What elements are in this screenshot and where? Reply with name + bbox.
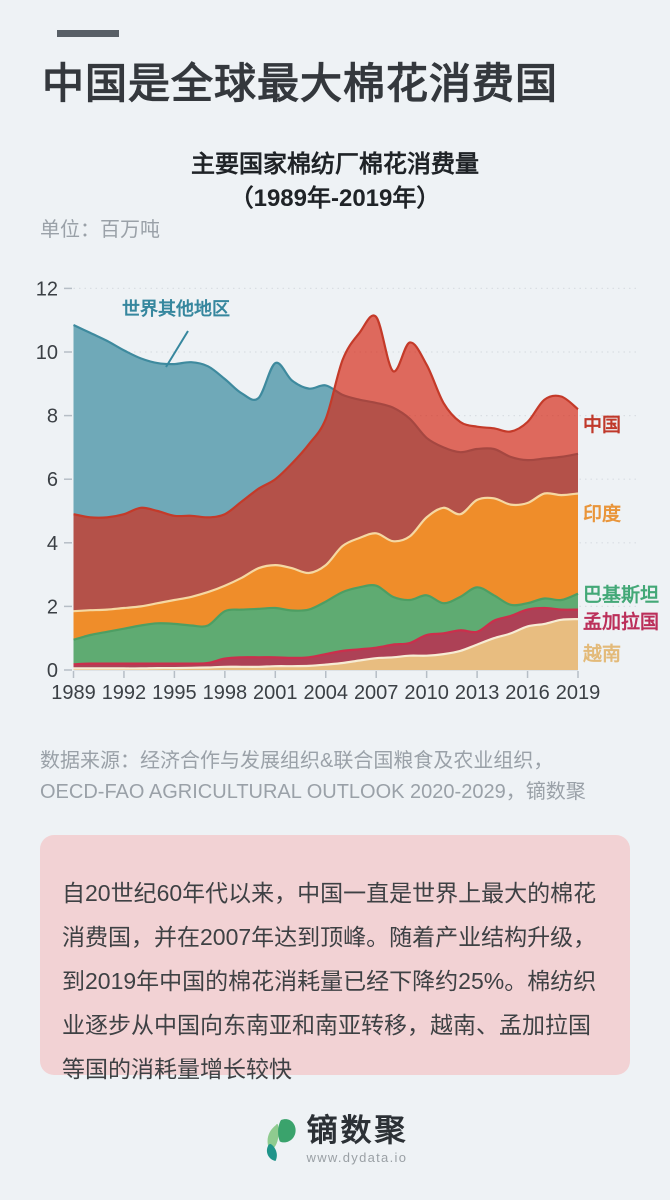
annotation-rest-of-world: 世界其他地区 <box>122 299 230 319</box>
accent-bar <box>57 30 119 37</box>
legend-bangladesh: 孟加拉国 <box>583 612 660 633</box>
svg-text:12: 12 <box>36 278 58 300</box>
svg-text:1998: 1998 <box>203 682 248 704</box>
summary-text: 自20世纪60年代以来，中国一直是世界上最大的棉花 消费国，并在2007年达到顶… <box>62 880 597 1082</box>
svg-text:2016: 2016 <box>505 682 550 704</box>
brand-text-block: 镝数聚 www.dydata.io <box>307 1112 409 1165</box>
svg-text:0: 0 <box>47 660 58 682</box>
svg-text:6: 6 <box>47 469 58 491</box>
brand-footer: 镝数聚 www.dydata.io <box>0 1112 670 1165</box>
svg-text:8: 8 <box>47 406 58 428</box>
chart-title-line2: （1989年-2019年） <box>229 185 441 212</box>
legend-vietnam: 越南 <box>583 644 622 665</box>
unit-label: 单位：百万吨 <box>40 219 160 241</box>
legend-china: 中国 <box>583 415 622 436</box>
svg-text:10: 10 <box>36 342 58 364</box>
svg-text:1995: 1995 <box>152 682 197 704</box>
legend-india: 印度 <box>583 504 622 525</box>
svg-text:2010: 2010 <box>404 682 449 704</box>
svg-text:2001: 2001 <box>253 682 298 704</box>
brand-url: www.dydata.io <box>306 1150 408 1165</box>
svg-text:1989: 1989 <box>51 682 96 704</box>
svg-text:2007: 2007 <box>354 682 399 704</box>
legend-pakistan: 巴基斯坦 <box>583 585 660 606</box>
chart-title-line1: 主要国家棉纺厂棉花消费量 <box>191 151 479 178</box>
svg-text:2013: 2013 <box>455 682 500 704</box>
dydata-leaf-logo-icon <box>266 1119 296 1161</box>
page-title: 中国是全球最大棉花消费国 <box>42 60 559 107</box>
summary-box: 自20世纪60年代以来，中国一直是世界上最大的棉花 消费国，并在2007年达到顶… <box>40 835 630 1082</box>
svg-text:2019: 2019 <box>556 682 601 704</box>
svg-text:1992: 1992 <box>102 682 147 704</box>
brand-name: 镝数聚 <box>306 1113 409 1148</box>
svg-text:4: 4 <box>47 533 58 555</box>
svg-text:2004: 2004 <box>304 682 349 704</box>
chart-title: 主要国家棉纺厂棉花消费量 （1989年-2019年） <box>0 148 670 216</box>
data-source: 数据来源：经济合作与发展组织&联合国粮食及农业组织， OECD-FAO AGRI… <box>40 750 586 803</box>
svg-text:2: 2 <box>47 596 58 618</box>
